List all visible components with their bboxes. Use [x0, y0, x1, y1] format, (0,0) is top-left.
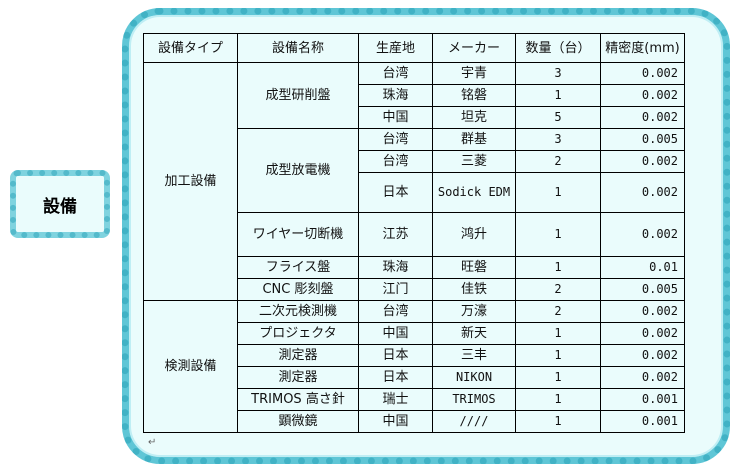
maker-cell: 铭磐 [432, 84, 516, 107]
maker-cell: 佳铁 [432, 278, 516, 301]
precision-cell: 0.002 [600, 84, 685, 107]
precision-cell: 0.01 [600, 256, 685, 279]
maker-cell: NIKON [432, 366, 516, 389]
precision-cell: 0.002 [600, 150, 685, 173]
equipment-name-cell: 成型研削盤 [237, 62, 359, 129]
origin-cell: 中国 [358, 410, 433, 433]
column-header: 設備名称 [237, 33, 359, 63]
equipment-name-cell: 二次元検測機 [237, 300, 359, 323]
quantity-cell: 1 [515, 172, 601, 213]
column-header: 精密度(mm) [600, 33, 685, 63]
header-row: 設備タイプ 設備名称 生産地 メーカー 数量（台） 精密度(mm) [143, 33, 685, 63]
precision-cell: 0.002 [600, 106, 685, 129]
table-row: 日本 Sodick EDM 1 0.002 [144, 172, 685, 213]
precision-cell: 0.001 [600, 388, 685, 411]
maker-cell: 新天 [432, 322, 516, 345]
equipment-name-cell: 測定器 [237, 366, 359, 389]
quantity-cell: 2 [515, 150, 601, 173]
equipment-name-cell: 測定器 [237, 344, 359, 367]
origin-cell: 江门 [358, 278, 433, 301]
maker-cell: 三丰 [432, 344, 516, 367]
maker-cell: 三菱 [432, 150, 516, 173]
quantity-cell: 1 [515, 212, 601, 257]
maker-cell: TRIMOS [432, 388, 516, 411]
table-row: 測定器 日本 NIKON 1 0.002 [144, 366, 685, 389]
paragraph-mark: ↵ [148, 437, 157, 448]
equipment-name-cell: TRIMOS 高さ針 [237, 388, 359, 411]
precision-cell: 0.002 [600, 300, 685, 323]
table-row: 加工設備 成型研削盤 台湾 宇青 3 0.002 [143, 62, 685, 301]
origin-cell: 台湾 [358, 150, 433, 173]
precision-cell: 0.002 [600, 322, 685, 345]
table-row: 検測設備 二次元検測機 台湾 万濠 2 0.002 [143, 300, 685, 433]
quantity-cell: 1 [515, 388, 601, 411]
maker-cell: 旺磐 [432, 256, 516, 279]
maker-cell: //// [432, 410, 516, 433]
maker-cell: 坦克 [432, 106, 516, 129]
maker-cell: 宇青 [432, 62, 516, 85]
quantity-cell: 5 [515, 106, 601, 129]
maker-cell: 鸿升 [432, 212, 516, 257]
origin-cell: 日本 [358, 172, 433, 213]
origin-cell: 江苏 [358, 212, 433, 257]
quantity-cell: 1 [515, 344, 601, 367]
precision-cell: 0.002 [600, 212, 685, 257]
origin-cell: 日本 [358, 344, 433, 367]
table-row: ワイヤー切断機 江苏 鸿升 1 0.002 [144, 212, 685, 257]
precision-cell: 0.005 [600, 278, 685, 301]
equipment-name-cell: 顕微鏡 [237, 410, 359, 433]
origin-cell: 日本 [358, 366, 433, 389]
origin-cell: 瑞士 [358, 388, 433, 411]
precision-cell: 0.002 [600, 366, 685, 389]
precision-cell: 0.005 [600, 128, 685, 151]
quantity-cell: 2 [515, 300, 601, 323]
column-header: 数量（台） [515, 33, 601, 63]
column-header: メーカー [432, 33, 516, 63]
table-row: 台湾 三菱 2 0.002 [144, 150, 685, 173]
origin-cell: 中国 [358, 106, 433, 129]
origin-cell: 台湾 [358, 300, 433, 323]
precision-cell: 0.002 [600, 344, 685, 367]
origin-cell: 珠海 [358, 84, 433, 107]
equipment-type-cell: 検測設備 [143, 300, 238, 433]
quantity-cell: 1 [515, 84, 601, 107]
quantity-cell: 1 [515, 256, 601, 279]
equipment-type-cell: 加工設備 [143, 62, 238, 301]
origin-cell: 中国 [358, 322, 433, 345]
origin-cell: 台湾 [358, 128, 433, 151]
quantity-cell: 3 [515, 62, 601, 85]
quantity-cell: 1 [515, 322, 601, 345]
quantity-cell: 1 [515, 410, 601, 433]
equipment-name-cell: ワイヤー切断機 [237, 212, 359, 257]
equipment-name-cell: CNC 彫刻盤 [237, 278, 359, 301]
quantity-cell: 2 [515, 278, 601, 301]
equipment-name-cell: プロジェクタ [237, 322, 359, 345]
side-label: 設備 [43, 196, 77, 217]
equipment-name-cell: 成型放電機 [237, 128, 359, 213]
table-row: 中国 坦克 5 0.002 [144, 106, 685, 129]
maker-cell: Sodick EDM [432, 172, 516, 213]
table-row: 顕微鏡 中国////1 0.001 [144, 410, 685, 433]
precision-cell: 0.001 [600, 410, 685, 433]
equipment-table: 設備タイプ 設備名称 生産地 メーカー 数量（台） 精密度(mm) 加工設備 成型研削盤 台湾宇… [143, 33, 685, 433]
origin-cell: 台湾 [358, 62, 433, 85]
column-header: 設備タイプ [143, 33, 238, 63]
precision-cell: 0.002 [600, 172, 685, 213]
precision-cell: 0.002 [600, 62, 685, 85]
column-header: 生産地 [358, 33, 433, 63]
origin-cell: 珠海 [358, 256, 433, 279]
equipment-name-cell: フライス盤 [237, 256, 359, 279]
table-row: 成型放電機 台湾 群基 3 0.005 [144, 128, 685, 213]
side-label-box: 設備 [10, 170, 110, 238]
maker-cell: 万濠 [432, 300, 516, 323]
quantity-cell: 1 [515, 366, 601, 389]
quantity-cell: 3 [515, 128, 601, 151]
maker-cell: 群基 [432, 128, 516, 151]
